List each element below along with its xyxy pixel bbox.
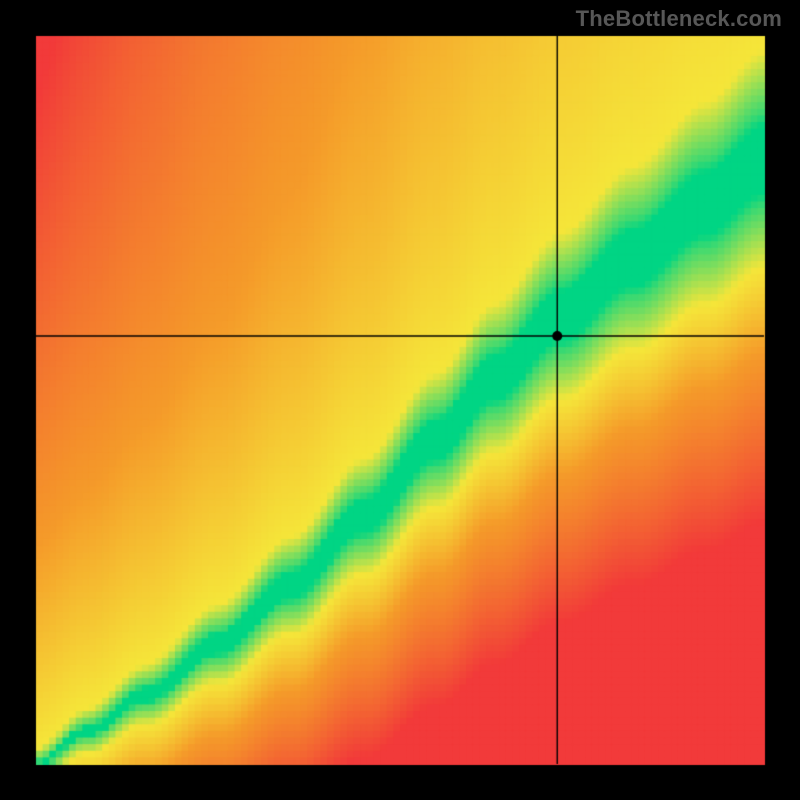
watermark-text: TheBottleneck.com: [576, 6, 782, 32]
chart-container: TheBottleneck.com: [0, 0, 800, 800]
heatmap-canvas: [0, 0, 800, 800]
